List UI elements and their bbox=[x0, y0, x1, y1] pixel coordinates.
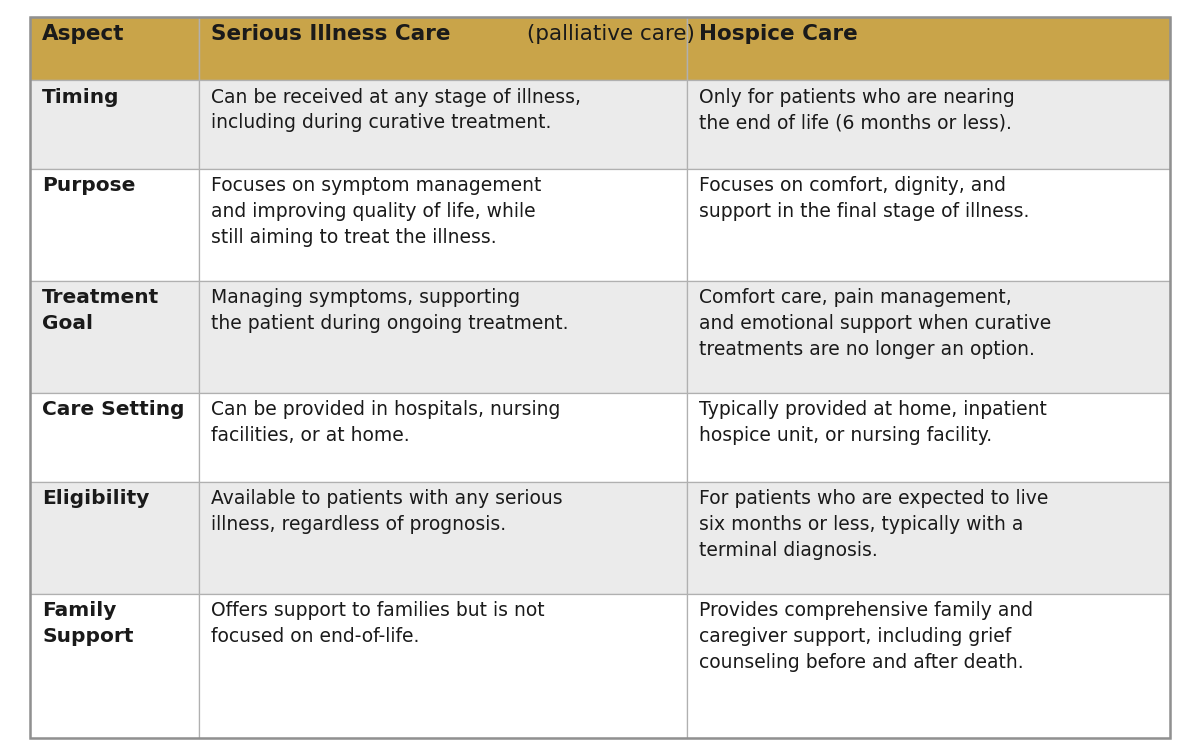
Text: Serious Illness Care: Serious Illness Care bbox=[211, 24, 450, 44]
Text: Offers support to families but is not
focused on end-of-life.: Offers support to families but is not fo… bbox=[211, 601, 545, 646]
Bar bbox=[199, 593, 686, 738]
Bar bbox=[199, 393, 686, 482]
Text: Focuses on symptom management
and improving quality of life, while
still aiming : Focuses on symptom management and improv… bbox=[211, 177, 541, 247]
Bar bbox=[30, 17, 199, 80]
Bar bbox=[686, 80, 1170, 169]
Text: Aspect: Aspect bbox=[42, 24, 125, 44]
Bar bbox=[686, 393, 1170, 482]
Text: Available to patients with any serious
illness, regardless of prognosis.: Available to patients with any serious i… bbox=[211, 490, 563, 534]
Bar bbox=[686, 17, 1170, 80]
Bar bbox=[199, 482, 686, 593]
Text: Typically provided at home, inpatient
hospice unit, or nursing facility.: Typically provided at home, inpatient ho… bbox=[698, 400, 1046, 445]
Bar bbox=[686, 593, 1170, 738]
Text: Purpose: Purpose bbox=[42, 177, 136, 196]
Text: Hospice Care: Hospice Care bbox=[698, 24, 857, 44]
Bar bbox=[199, 169, 686, 281]
Text: Treatment
Goal: Treatment Goal bbox=[42, 289, 160, 333]
Bar bbox=[686, 281, 1170, 393]
Bar bbox=[30, 169, 199, 281]
Text: Can be received at any stage of illness,
including during curative treatment.: Can be received at any stage of illness,… bbox=[211, 87, 581, 132]
Text: Care Setting: Care Setting bbox=[42, 400, 185, 420]
Text: Can be provided in hospitals, nursing
facilities, or at home.: Can be provided in hospitals, nursing fa… bbox=[211, 400, 560, 445]
Bar bbox=[199, 17, 686, 80]
Bar bbox=[199, 281, 686, 393]
Bar bbox=[30, 593, 199, 738]
Text: For patients who are expected to live
six months or less, typically with a
termi: For patients who are expected to live si… bbox=[698, 490, 1048, 559]
Text: Managing symptoms, supporting
the patient during ongoing treatment.: Managing symptoms, supporting the patien… bbox=[211, 289, 569, 333]
Text: Eligibility: Eligibility bbox=[42, 490, 149, 508]
Bar bbox=[30, 393, 199, 482]
Text: (palliative care): (palliative care) bbox=[520, 24, 695, 44]
Text: Focuses on comfort, dignity, and
support in the final stage of illness.: Focuses on comfort, dignity, and support… bbox=[698, 177, 1030, 221]
Text: Comfort care, pain management,
and emotional support when curative
treatments ar: Comfort care, pain management, and emoti… bbox=[698, 289, 1051, 359]
Text: Family
Support: Family Support bbox=[42, 601, 133, 646]
Bar bbox=[199, 80, 686, 169]
Text: Only for patients who are nearing
the end of life (6 months or less).: Only for patients who are nearing the en… bbox=[698, 87, 1014, 132]
Bar bbox=[30, 281, 199, 393]
Bar bbox=[30, 482, 199, 593]
Bar bbox=[686, 169, 1170, 281]
Bar bbox=[686, 482, 1170, 593]
Text: Timing: Timing bbox=[42, 87, 120, 107]
Bar bbox=[30, 80, 199, 169]
Text: Provides comprehensive family and
caregiver support, including grief
counseling : Provides comprehensive family and caregi… bbox=[698, 601, 1033, 672]
